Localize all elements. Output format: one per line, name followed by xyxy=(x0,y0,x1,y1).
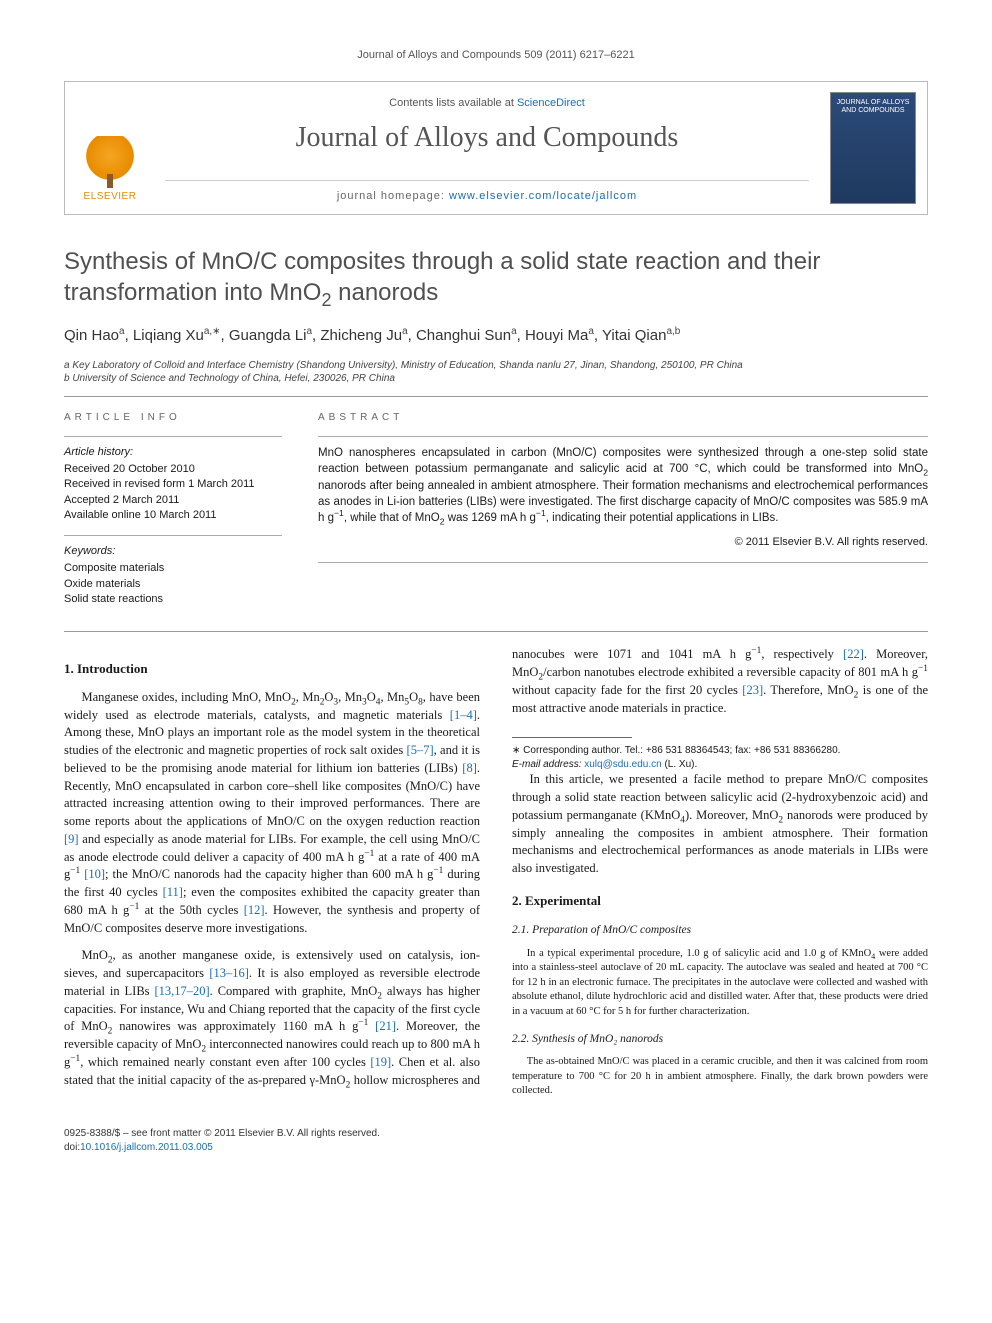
affiliations: a Key Laboratory of Colloid and Interfac… xyxy=(64,359,928,386)
affiliation-b: b University of Science and Technology o… xyxy=(64,372,928,386)
divider-rule xyxy=(64,396,928,397)
journal-name: Journal of Alloys and Compounds xyxy=(165,119,809,157)
abstract-rule xyxy=(318,436,928,437)
running-head: Journal of Alloys and Compounds 509 (201… xyxy=(64,48,928,63)
sciencedirect-link[interactable]: ScienceDirect xyxy=(517,97,585,109)
article-title: Synthesis of MnO/C composites through a … xyxy=(64,247,928,308)
email-suffix: (L. Xu). xyxy=(662,759,698,770)
homepage-prefix: journal homepage: xyxy=(337,190,449,202)
corr-email-line: E-mail address: xulq@sdu.edu.cn (L. Xu). xyxy=(512,758,928,772)
history-online: Available online 10 March 2011 xyxy=(64,508,282,523)
abstract-column: ABSTRACT MnO nanospheres encapsulated in… xyxy=(318,411,928,608)
doi-line: doi:10.1016/j.jallcom.2011.03.005 xyxy=(64,1141,928,1155)
doi-label: doi: xyxy=(64,1142,80,1153)
exp-22-text: The as-obtained MnO/C was placed in a ce… xyxy=(512,1055,928,1098)
publisher-name: ELSEVIER xyxy=(84,190,137,204)
cover-cell: JOURNAL OF ALLOYS AND COMPOUNDS xyxy=(819,82,927,214)
abstract-end-rule xyxy=(318,562,928,563)
intro-para-1: Manganese oxides, including MnO, MnO2, M… xyxy=(64,689,480,938)
homepage-link[interactable]: www.elsevier.com/locate/jallcom xyxy=(449,190,637,202)
journal-header-center: Contents lists available at ScienceDirec… xyxy=(155,82,819,214)
affiliation-a: a Key Laboratory of Colloid and Interfac… xyxy=(64,359,928,373)
info-rule xyxy=(64,436,282,437)
page-footer: 0925-8388/$ – see front matter © 2011 El… xyxy=(64,1127,928,1154)
exp-21-text: In a typical experimental procedure, 1.0… xyxy=(512,947,928,1019)
corresponding-author-footnote: ∗ Corresponding author. Tel.: +86 531 88… xyxy=(512,744,928,771)
elsevier-tree-icon xyxy=(85,136,135,186)
abstract-head: ABSTRACT xyxy=(318,411,928,425)
article-meta-row: ARTICLE INFO Article history: Received 2… xyxy=(64,411,928,608)
history-label: Article history: xyxy=(64,445,282,460)
keywords-rule xyxy=(64,535,282,536)
history-revised: Received in revised form 1 March 2011 xyxy=(64,477,282,492)
contents-prefix: Contents lists available at xyxy=(389,97,517,109)
keyword-2: Oxide materials xyxy=(64,577,282,592)
corr-email-link[interactable]: xulq@sdu.edu.cn xyxy=(584,759,661,770)
article-info-head: ARTICLE INFO xyxy=(64,411,282,425)
history-accepted: Accepted 2 March 2011 xyxy=(64,493,282,508)
author-list: Qin Haoa, Liqiang Xua,∗, Guangda Lia, Zh… xyxy=(64,326,928,346)
article-info-column: ARTICLE INFO Article history: Received 2… xyxy=(64,411,282,608)
email-label: E-mail address: xyxy=(512,759,584,770)
elsevier-logo: ELSEVIER xyxy=(84,136,137,204)
publisher-logo-cell: ELSEVIER xyxy=(65,82,155,214)
keyword-3: Solid state reactions xyxy=(64,592,282,607)
keyword-1: Composite materials xyxy=(64,561,282,576)
journal-header: ELSEVIER Contents lists available at Sci… xyxy=(64,81,928,215)
body-start-rule xyxy=(64,631,928,632)
section-experimental-head: 2. Experimental xyxy=(512,892,928,910)
section-intro-head: 1. Introduction xyxy=(64,660,480,678)
homepage-line: journal homepage: www.elsevier.com/locat… xyxy=(165,180,809,204)
doi-link[interactable]: 10.1016/j.jallcom.2011.03.005 xyxy=(80,1142,213,1153)
intro-para-3: In this article, we presented a facile m… xyxy=(512,771,928,878)
front-matter-line: 0925-8388/$ – see front matter © 2011 El… xyxy=(64,1127,928,1141)
subsection-21-head: 2.1. Preparation of MnO/C composites xyxy=(512,922,928,938)
subsection-22-head: 2.2. Synthesis of MnO₂ nanorods xyxy=(512,1031,928,1047)
journal-cover-thumb: JOURNAL OF ALLOYS AND COMPOUNDS xyxy=(830,92,916,204)
history-received: Received 20 October 2010 xyxy=(64,462,282,477)
abstract-copyright: © 2011 Elsevier B.V. All rights reserved… xyxy=(318,535,928,550)
abstract-text: MnO nanospheres encapsulated in carbon (… xyxy=(318,445,928,527)
corr-author-line: ∗ Corresponding author. Tel.: +86 531 88… xyxy=(512,744,928,758)
footnote-rule xyxy=(512,737,632,738)
contents-available-line: Contents lists available at ScienceDirec… xyxy=(165,96,809,111)
keywords-label: Keywords: xyxy=(64,544,282,559)
body-columns: 1. Introduction Manganese oxides, includ… xyxy=(64,646,928,1099)
